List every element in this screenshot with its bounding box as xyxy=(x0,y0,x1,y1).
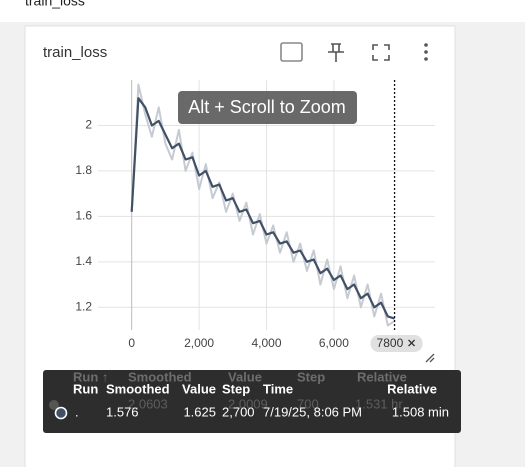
faded-header: Value xyxy=(228,369,262,384)
tooltip-header: Time xyxy=(263,381,293,396)
faded-cell: 1.531 hr xyxy=(355,396,403,411)
y-tick-label: 2 xyxy=(85,118,92,132)
plot-area[interactable] xyxy=(130,83,396,327)
y-tick-label: 1.6 xyxy=(75,209,92,223)
faded-dot xyxy=(49,400,59,410)
y-tick-label: 1.8 xyxy=(75,163,92,177)
cursor-label: 7800 xyxy=(377,336,404,350)
tooltip-cell: 2,700 xyxy=(222,404,255,419)
tooltip-header: Value xyxy=(182,381,216,396)
faded-cell: 2.0009 xyxy=(228,396,268,411)
card-icons[interactable] xyxy=(280,42,428,62)
tooltip-header: Smoothed xyxy=(106,381,170,396)
menu-icon[interactable] xyxy=(424,43,428,61)
x-tick-label: 6,000 xyxy=(319,336,349,350)
y-tick-label: 1.2 xyxy=(75,299,92,313)
faded-header: Step xyxy=(297,369,325,384)
resize-handle[interactable] xyxy=(425,353,435,363)
expand-icon[interactable] xyxy=(372,44,390,61)
tooltip-cell: . xyxy=(75,404,79,419)
tooltip-cell: 1.576 xyxy=(106,404,139,419)
cursor-chip[interactable] xyxy=(370,335,423,352)
faded-header: Smoothed xyxy=(128,369,192,384)
top-bar xyxy=(0,0,525,22)
zoom-hint-text: Alt + Scroll to Zoom xyxy=(188,97,346,117)
fit-icon[interactable] xyxy=(280,42,303,62)
tooltip-cell: 7/19/25, 8:06 PM xyxy=(263,404,362,419)
run-swatch xyxy=(54,406,68,420)
card-title: train_loss xyxy=(43,44,107,61)
zoom-hint-box xyxy=(178,91,357,124)
page-title: train_loss xyxy=(25,0,85,9)
series-line xyxy=(130,97,395,320)
faded-header: Run ↑ xyxy=(73,369,108,384)
axes: 1.2 1.4 1.6 1.8 2 0 2,000 4,000 6,000 7800 xyxy=(75,80,423,352)
pin-icon[interactable] xyxy=(328,43,344,62)
x-tick-label: 0 xyxy=(128,336,135,350)
tooltip-box xyxy=(43,370,461,433)
cursor-close[interactable] xyxy=(408,339,416,347)
tooltip-header: Run xyxy=(73,381,98,396)
tooltip-cell: 1.508 min xyxy=(392,404,449,419)
y-tick-label: 1.4 xyxy=(75,254,92,268)
faded-cell: 2.0603 xyxy=(128,396,168,411)
zoom-hint: Alt + Scroll to Zoom xyxy=(178,91,357,124)
x-tick-label: 4,000 xyxy=(251,336,281,350)
faded-header: Relative xyxy=(357,369,407,384)
tooltip-header: Relative xyxy=(387,381,437,396)
tooltip-header: Step xyxy=(222,381,250,396)
faded-cell: 700 xyxy=(297,396,319,411)
x-tick-label: 2,000 xyxy=(184,336,214,350)
tooltip-cell: 1.625 xyxy=(183,404,216,419)
